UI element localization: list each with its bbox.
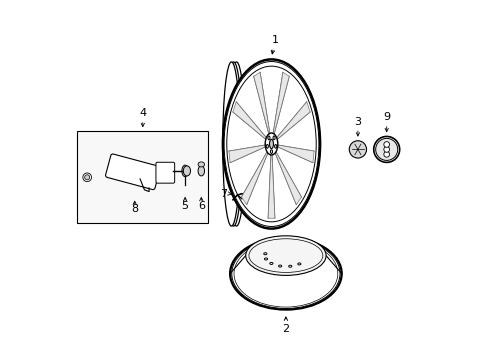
Ellipse shape	[248, 239, 322, 273]
Ellipse shape	[224, 62, 242, 226]
Polygon shape	[228, 145, 265, 163]
Text: 7: 7	[220, 189, 227, 199]
Ellipse shape	[270, 150, 272, 153]
Ellipse shape	[264, 258, 267, 260]
Ellipse shape	[269, 262, 272, 265]
Text: 8: 8	[131, 204, 138, 214]
Ellipse shape	[234, 240, 337, 307]
Text: 1: 1	[271, 35, 278, 54]
Ellipse shape	[383, 147, 389, 152]
Ellipse shape	[297, 263, 300, 265]
Polygon shape	[253, 72, 269, 134]
Ellipse shape	[84, 175, 89, 180]
Ellipse shape	[348, 141, 366, 158]
Ellipse shape	[227, 62, 245, 226]
Ellipse shape	[227, 68, 315, 220]
Polygon shape	[276, 102, 309, 139]
Ellipse shape	[226, 66, 316, 222]
Ellipse shape	[383, 152, 389, 157]
Polygon shape	[273, 72, 288, 134]
Text: 9: 9	[383, 112, 389, 122]
Text: 4: 4	[139, 108, 146, 118]
FancyBboxPatch shape	[105, 154, 160, 190]
Ellipse shape	[269, 139, 273, 149]
Text: 3: 3	[354, 117, 361, 127]
Ellipse shape	[245, 236, 325, 275]
Ellipse shape	[264, 133, 277, 155]
Text: 6: 6	[197, 202, 204, 211]
Ellipse shape	[263, 253, 266, 255]
Text: 5: 5	[181, 202, 188, 211]
Ellipse shape	[222, 62, 240, 226]
Ellipse shape	[383, 141, 389, 147]
Polygon shape	[275, 152, 301, 204]
Ellipse shape	[373, 136, 399, 162]
Text: 2: 2	[282, 317, 289, 334]
Polygon shape	[232, 102, 266, 139]
Ellipse shape	[182, 165, 188, 177]
Ellipse shape	[272, 136, 275, 140]
Ellipse shape	[266, 144, 268, 148]
Ellipse shape	[198, 166, 204, 176]
Ellipse shape	[375, 138, 397, 161]
Ellipse shape	[274, 144, 276, 148]
Ellipse shape	[82, 173, 91, 181]
Polygon shape	[267, 155, 274, 218]
FancyBboxPatch shape	[156, 162, 174, 183]
Ellipse shape	[223, 59, 320, 229]
Ellipse shape	[183, 166, 190, 176]
Ellipse shape	[231, 239, 339, 309]
Polygon shape	[241, 152, 267, 204]
Ellipse shape	[278, 265, 281, 267]
Ellipse shape	[288, 265, 291, 267]
Bar	[77, 131, 208, 223]
Ellipse shape	[198, 162, 204, 167]
Polygon shape	[277, 145, 313, 163]
Ellipse shape	[267, 136, 269, 140]
Ellipse shape	[230, 238, 341, 310]
Ellipse shape	[224, 62, 318, 226]
